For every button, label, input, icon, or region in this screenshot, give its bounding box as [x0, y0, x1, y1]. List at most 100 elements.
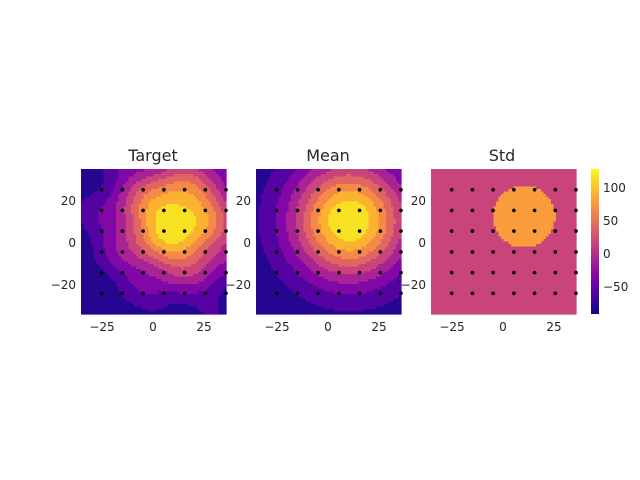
sample-point: [274, 229, 279, 233]
sample-point: [182, 291, 187, 296]
x-axis-mean: −25 0 25: [264, 320, 386, 334]
x-axis-std: −25 0 25: [439, 320, 561, 334]
sample-point: [120, 229, 125, 233]
contour-fill: [256, 169, 402, 315]
x-tick-label: −25: [439, 320, 464, 334]
plot-area-target: [81, 169, 228, 315]
sample-point: [491, 229, 495, 233]
sample-point: [295, 187, 300, 192]
y-tick-label: 20: [61, 194, 76, 208]
sample-point: [378, 187, 383, 192]
panel-target: Target −25 0 25 20 0 −20: [51, 146, 228, 334]
x-tick-label: −25: [264, 320, 289, 334]
sample-point: [357, 187, 362, 192]
sample-point: [224, 250, 228, 254]
panel-title-std: Std: [489, 146, 516, 165]
contour-fill: [81, 169, 227, 315]
sample-point: [337, 270, 341, 275]
y-tick-label: 20: [236, 194, 251, 208]
y-tick-label: 0: [418, 236, 426, 250]
sample-point: [162, 208, 166, 213]
plot-area-std: [431, 169, 578, 315]
sample-point: [141, 229, 145, 233]
sample-point: [491, 291, 495, 296]
sample-point: [399, 208, 403, 213]
sample-point: [120, 187, 125, 192]
sample-point: [378, 229, 383, 233]
colorbar-tick-label: 50: [603, 214, 618, 228]
sample-point: [512, 229, 516, 233]
sample-point: [274, 187, 279, 192]
sample-point: [224, 187, 228, 192]
sample-point: [470, 187, 475, 192]
sample-point: [182, 187, 187, 192]
sample-point: [512, 250, 516, 254]
sample-point: [574, 250, 578, 254]
sample-point: [274, 208, 279, 213]
sample-point: [141, 270, 145, 275]
x-tick-label: 0: [149, 320, 157, 334]
sample-point: [512, 270, 516, 275]
panel-title-mean: Mean: [306, 146, 350, 165]
sample-point: [553, 291, 558, 296]
sample-point: [532, 187, 537, 192]
sample-point: [182, 270, 187, 275]
sample-point: [378, 270, 383, 275]
colorbar-tick-label: 100: [603, 181, 626, 195]
colorbar-tick-label: −50: [603, 280, 628, 294]
sample-point: [182, 229, 187, 233]
sample-point: [470, 270, 475, 275]
sample-point: [316, 291, 320, 296]
sample-point: [512, 208, 516, 213]
sample-point: [99, 270, 104, 275]
sample-point: [357, 250, 362, 254]
y-tick-label: 0: [243, 236, 251, 250]
sample-point: [141, 208, 145, 213]
sample-point: [337, 208, 341, 213]
sample-point: [203, 208, 208, 213]
sample-point: [449, 208, 454, 213]
sample-point: [224, 208, 228, 213]
sample-point: [357, 208, 362, 213]
sample-point: [316, 187, 320, 192]
sample-point: [162, 270, 166, 275]
sample-point: [532, 208, 537, 213]
sample-point: [491, 187, 495, 192]
y-axis-mean: 20 0 −20: [226, 194, 251, 292]
sample-point: [532, 229, 537, 233]
sample-point: [203, 229, 208, 233]
sample-point: [316, 208, 320, 213]
sample-point: [357, 291, 362, 296]
sample-point: [162, 187, 166, 192]
sample-point: [162, 250, 166, 254]
sample-point: [120, 208, 125, 213]
sample-point: [553, 187, 558, 192]
sample-point: [553, 229, 558, 233]
sample-point: [399, 187, 403, 192]
sample-point: [99, 291, 104, 296]
plot-area-mean: [256, 169, 403, 315]
x-tick-label: 25: [371, 320, 386, 334]
sample-point: [532, 270, 537, 275]
sample-point: [470, 291, 475, 296]
x-tick-label: −25: [89, 320, 114, 334]
sample-point: [532, 250, 537, 254]
sample-point: [162, 229, 166, 233]
panel-mean: Mean −25 0 25 20 0 −20: [226, 146, 403, 334]
sample-point: [120, 250, 125, 254]
sample-point: [141, 250, 145, 254]
sample-point: [449, 291, 454, 296]
sample-point: [574, 291, 578, 296]
sample-point: [274, 250, 279, 254]
sample-point: [203, 250, 208, 254]
sample-point: [162, 291, 166, 296]
sample-point: [337, 291, 341, 296]
sample-point: [224, 291, 228, 296]
sample-point: [295, 208, 300, 213]
colorbar-tick-label: 0: [603, 247, 611, 261]
sample-point: [378, 291, 383, 296]
sample-point: [337, 250, 341, 254]
sample-point: [399, 291, 403, 296]
sample-point: [491, 250, 495, 254]
